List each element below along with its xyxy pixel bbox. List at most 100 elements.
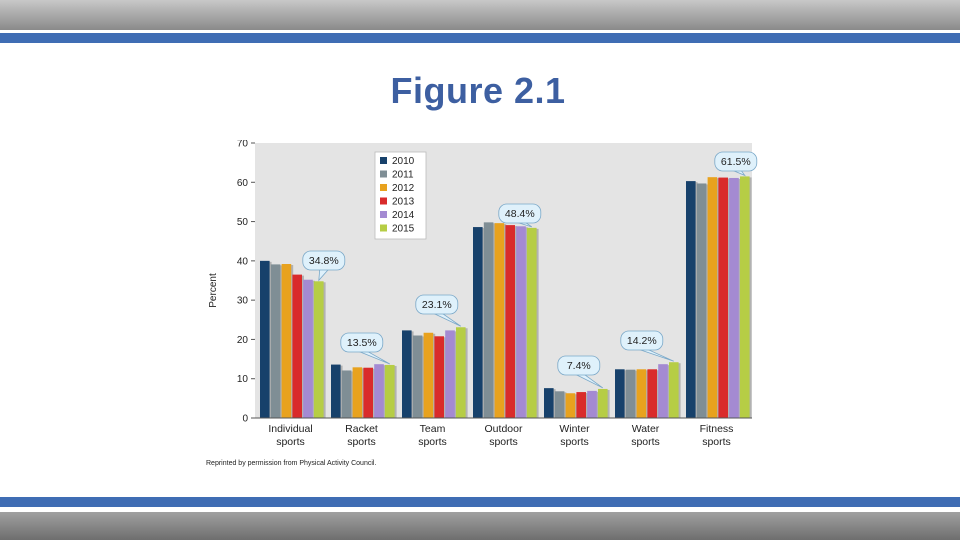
bar (707, 177, 718, 418)
bar (615, 369, 625, 418)
callout-bubble (620, 330, 664, 351)
bar (729, 177, 739, 418)
y-tick-label: 50 (237, 217, 249, 228)
callout: 48.4% (498, 203, 542, 228)
y-tick-label: 40 (237, 256, 249, 267)
legend-label: 2012 (392, 183, 415, 194)
bar (331, 364, 341, 418)
bar (483, 222, 494, 418)
bar (456, 327, 466, 418)
x-tick-label: Water (632, 423, 660, 435)
bar (527, 227, 537, 418)
legend-label: 2015 (392, 224, 415, 235)
x-tick-label: Fitness (700, 423, 734, 435)
y-tick-label: 20 (237, 335, 249, 346)
callout: 14.2% (620, 330, 674, 362)
bar (314, 281, 324, 418)
callout-bubble (415, 294, 459, 315)
bar (636, 369, 647, 418)
top-blue-stripe (0, 33, 960, 43)
top-grey-band (0, 0, 960, 30)
source-credit: Reprinted by permission from Physical Ac… (206, 460, 377, 467)
bar (647, 369, 657, 418)
bar (544, 388, 554, 418)
y-tick-label: 60 (237, 178, 249, 189)
bar (505, 225, 515, 418)
slide-title: Figure 2.1 (390, 70, 566, 111)
callout: 34.8% (302, 250, 346, 282)
legend-swatch (380, 170, 387, 178)
legend-label: 2010 (392, 156, 415, 167)
bar-chart: 010203040506070PercentIndividualsportsRa… (208, 140, 758, 448)
bar (658, 364, 668, 418)
callout-label: 13.5% (347, 337, 377, 349)
callout: 61.5% (714, 151, 758, 177)
bar (270, 264, 281, 418)
bar (696, 183, 707, 418)
y-axis-label: Percent (208, 273, 219, 308)
y-tick-label: 10 (237, 374, 249, 385)
x-tick-label: Individual (268, 423, 312, 435)
x-tick-label: sports (418, 436, 447, 448)
callout-label: 14.2% (627, 335, 657, 347)
bar (473, 227, 483, 418)
callout-label: 48.4% (505, 208, 535, 220)
x-tick-label: Winter (559, 423, 590, 435)
bar (423, 332, 434, 418)
bar (434, 336, 444, 418)
bar (374, 364, 384, 418)
bar (303, 279, 313, 418)
bar (341, 370, 352, 418)
legend-swatch (380, 157, 387, 164)
x-tick-label: sports (489, 436, 518, 448)
callout-bubble (302, 250, 346, 271)
x-tick-label: sports (347, 436, 376, 448)
bar (260, 260, 270, 418)
x-tick-label: sports (631, 436, 660, 448)
callout-label: 61.5% (721, 156, 751, 168)
bar (281, 264, 292, 418)
bottom-blue-stripe (0, 497, 960, 507)
x-tick-label: sports (276, 436, 305, 448)
bar (669, 362, 679, 418)
bottom-grey-band (0, 512, 960, 540)
bar (402, 330, 412, 418)
callout-label: 34.8% (309, 255, 339, 267)
callout-label: 23.1% (422, 299, 452, 311)
legend-label: 2014 (392, 210, 415, 221)
x-tick-label: sports (560, 436, 589, 448)
callout: 13.5% (340, 332, 390, 365)
callout: 7.4% (557, 355, 604, 389)
legend-swatch (380, 211, 387, 218)
callout-bubble (498, 203, 542, 224)
bar (625, 369, 636, 418)
bar (598, 388, 608, 418)
callout: 23.1% (415, 294, 462, 327)
callout-label: 7.4% (567, 360, 591, 372)
bar (494, 223, 505, 418)
x-tick-label: Outdoor (485, 423, 523, 435)
bar (686, 181, 696, 418)
bar (352, 367, 363, 418)
bar (385, 364, 395, 418)
bar (740, 176, 750, 418)
bar (292, 274, 302, 418)
bar (554, 391, 565, 418)
y-tick-label: 0 (242, 414, 248, 425)
legend: 2010 2011 2012 2013 2014 2015 (374, 151, 427, 240)
bar (363, 367, 373, 418)
bar (565, 393, 576, 418)
y-tick-label: 70 (237, 140, 249, 150)
y-tick-label: 30 (237, 296, 249, 307)
bar (587, 390, 597, 418)
legend-swatch (380, 184, 387, 191)
bar (576, 392, 586, 418)
legend-swatch (380, 197, 387, 205)
bar (412, 335, 423, 418)
x-tick-label: Team (420, 423, 446, 435)
callout-bubble (714, 151, 758, 172)
x-tick-label: sports (702, 436, 731, 448)
callout-bubble (340, 332, 384, 353)
bar (718, 177, 728, 418)
callout-bubble (557, 355, 601, 376)
